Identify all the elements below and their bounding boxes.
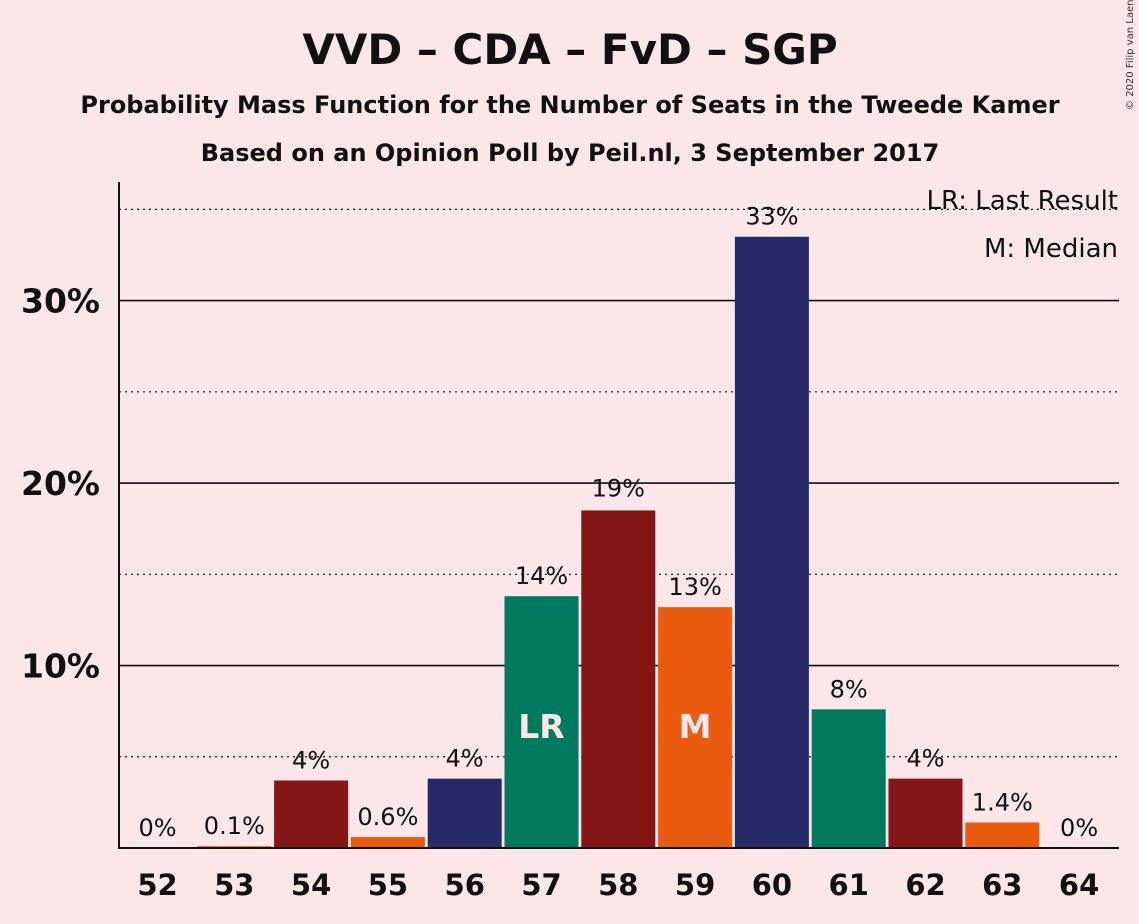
x-tick-label: 57 [521,868,561,902]
bar [350,837,425,848]
bar [888,778,963,848]
x-tick-label: 53 [214,868,254,902]
x-tick-label: 64 [1059,868,1099,902]
x-tick-label: 59 [675,868,715,902]
legend-median: M: Median [984,234,1118,264]
bar-value-label: 4% [446,745,484,773]
bar-value-label: 0% [138,814,176,842]
x-tick-label: 58 [598,868,638,902]
x-tick-label: 52 [137,868,177,902]
bar [427,778,502,848]
x-tick-label: 62 [905,868,945,902]
x-tick-label: 61 [829,868,869,902]
chart-subtitle-2: Based on an Opinion Poll by Peil.nl, 3 S… [201,139,940,167]
bar-value-label: 33% [745,203,798,231]
y-axis-ticks: 10% 20% 30% [21,282,100,686]
x-tick-label: 54 [291,868,331,902]
y-tick-label: 10% [21,647,100,686]
x-tick-label: 63 [982,868,1022,902]
bar-value-label: 8% [830,675,868,703]
bar [274,780,349,848]
bar [504,596,579,848]
bar-value-label: 0.1% [204,812,265,840]
bar-value-label: 0% [1060,814,1098,842]
bar-value-label: 4% [906,745,944,773]
bar-value-label: 0.6% [357,803,418,831]
legend-last-result: LR: Last Result [926,186,1118,216]
y-tick-label: 30% [21,282,100,321]
bar-value-label: 4% [292,746,330,774]
bar-value-label: 13% [668,573,721,601]
chart-subtitle-1: Probability Mass Function for the Number… [80,91,1059,119]
copyright-text: © 2020 Filip van Laenen [1125,0,1136,110]
bar-value-label: 19% [592,474,645,502]
y-tick-label: 20% [21,464,100,503]
x-tick-label: 60 [752,868,792,902]
x-tick-label: 55 [368,868,408,902]
bars [197,236,1040,848]
legend: LR: Last Result M: Median [926,186,1118,264]
bar-value-label: 14% [515,562,568,590]
last-result-marker: LR [518,707,564,746]
bar [581,510,656,848]
bar [734,236,809,848]
data-labels: 0% 0.1% 4% 0.6% 4% 14% 13% 33% 8% 4% 1.4% 0% 19% LR M [138,203,1098,842]
bar [658,607,733,848]
x-axis-ticks: 52 53 54 55 56 57 58 59 60 61 62 63 64 [137,868,1099,902]
bar [811,709,886,848]
bar [965,822,1040,848]
bar-value-label: 1.4% [972,788,1033,816]
median-marker: M [679,707,712,746]
chart-title: VVD – CDA – FvD – SGP [302,25,837,74]
x-tick-label: 56 [445,868,485,902]
